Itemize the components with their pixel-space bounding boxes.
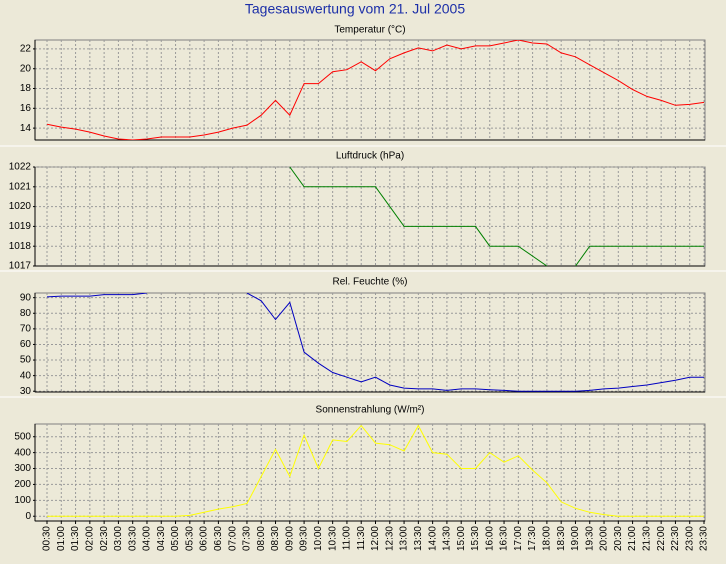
x-tick-label: 14:30 xyxy=(442,526,453,551)
x-tick-label: 18:00 xyxy=(542,526,553,551)
x-tick-label: 10:30 xyxy=(327,526,338,551)
y-tick-label: 200 xyxy=(14,479,31,490)
y-tick-label: 1017 xyxy=(9,261,32,272)
x-tick-label: 20:30 xyxy=(613,526,624,551)
y-tick-label: 100 xyxy=(14,495,31,506)
x-tick-label: 08:00 xyxy=(256,526,267,551)
x-tick-label: 06:00 xyxy=(199,526,210,551)
x-tick-label: 21:30 xyxy=(642,526,653,551)
y-tick-label: 500 xyxy=(14,431,31,442)
x-tick-label: 07:30 xyxy=(242,526,253,551)
x-tick-label: 04:00 xyxy=(142,526,153,551)
y-tick-label: 18 xyxy=(20,83,32,94)
data-line xyxy=(47,424,704,517)
y-tick-label: 1018 xyxy=(9,241,32,252)
y-tick-label: 300 xyxy=(14,463,31,474)
x-tick-label: 02:00 xyxy=(84,526,95,551)
panel-title: Rel. Feuchte (%) xyxy=(332,277,407,288)
y-tick-label: 60 xyxy=(20,339,32,350)
x-tick-label: 14:00 xyxy=(427,526,438,551)
x-tick-label: 05:00 xyxy=(170,526,181,551)
y-tick-label: 0 xyxy=(25,511,31,522)
y-tick-label: 1020 xyxy=(9,201,32,212)
x-tick-label: 13:00 xyxy=(399,526,410,551)
x-tick-label: 15:00 xyxy=(456,526,467,551)
y-tick-label: 22 xyxy=(20,44,32,55)
x-tick-label: 17:00 xyxy=(513,526,524,551)
page-title: Tagesauswertung vom 21. Jul 2005 xyxy=(245,1,465,17)
x-tick-label: 12:00 xyxy=(370,526,381,551)
x-tick-label: 15:30 xyxy=(470,526,481,551)
y-tick-label: 1022 xyxy=(9,162,32,173)
x-tick-label: 07:00 xyxy=(227,526,238,551)
y-tick-label: 90 xyxy=(20,292,32,303)
x-tick-label: 08:30 xyxy=(270,526,281,551)
x-tick-label: 22:30 xyxy=(670,526,681,551)
x-tick-label: 19:30 xyxy=(584,526,595,551)
x-tick-label: 23:00 xyxy=(684,526,695,551)
x-tick-label: 09:00 xyxy=(284,526,295,551)
x-tick-label: 05:30 xyxy=(184,526,195,551)
x-tick-label: 12:30 xyxy=(384,526,395,551)
x-tick-label: 23:30 xyxy=(699,526,710,551)
x-tick-label: 11:30 xyxy=(356,526,367,551)
x-tick-label: 04:30 xyxy=(156,526,167,551)
data-line xyxy=(46,293,704,392)
x-tick-label: 20:00 xyxy=(599,526,610,551)
x-tick-label: 10:00 xyxy=(313,526,324,551)
panel-title: Temperatur (°C) xyxy=(334,25,405,36)
panel-title: Sonnenstrahlung (W/m²) xyxy=(316,405,425,416)
x-tick-label: 22:00 xyxy=(656,526,667,551)
x-tick-label: 11:00 xyxy=(342,526,353,551)
y-tick-label: 400 xyxy=(14,447,31,458)
x-tick-label: 01:00 xyxy=(56,526,67,551)
data-line xyxy=(289,167,704,266)
y-tick-label: 1019 xyxy=(9,221,32,232)
y-tick-label: 14 xyxy=(20,123,32,134)
x-tick-label: 09:30 xyxy=(299,526,310,551)
x-tick-label: 00:30 xyxy=(42,526,53,551)
y-tick-label: 1021 xyxy=(9,181,32,192)
y-tick-label: 20 xyxy=(20,63,32,74)
x-tick-label: 06:30 xyxy=(213,526,224,551)
x-tick-label: 01:30 xyxy=(70,526,81,551)
data-line xyxy=(46,40,705,140)
x-tick-label: 16:00 xyxy=(484,526,495,551)
x-tick-label: 13:30 xyxy=(413,526,424,551)
x-tick-label: 16:30 xyxy=(499,526,510,551)
x-tick-label: 17:30 xyxy=(527,526,538,551)
y-tick-label: 70 xyxy=(20,323,32,334)
y-tick-label: 30 xyxy=(20,386,32,397)
x-tick-label: 18:30 xyxy=(556,526,567,551)
x-tick-label: 03:00 xyxy=(113,526,124,551)
y-tick-label: 50 xyxy=(20,355,32,366)
y-tick-label: 80 xyxy=(20,308,32,319)
x-tick-label: 21:00 xyxy=(627,526,638,551)
x-tick-label: 03:30 xyxy=(127,526,138,551)
y-tick-label: 16 xyxy=(20,103,32,114)
x-tick-label: 19:00 xyxy=(570,526,581,551)
panel-title: Luftdruck (hPa) xyxy=(336,151,404,162)
x-tick-label: 02:30 xyxy=(99,526,110,551)
y-tick-label: 40 xyxy=(20,370,32,381)
